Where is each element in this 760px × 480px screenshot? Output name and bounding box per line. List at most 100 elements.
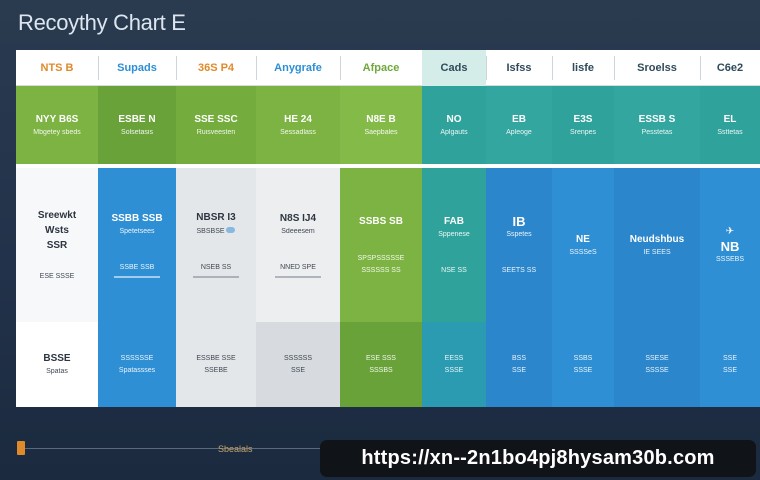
- cell-r3-c6-sub: SSSE: [444, 366, 464, 374]
- header-col-7-label: Isfss: [506, 62, 532, 74]
- cell-r3-c6[interactable]: EESS SSSE: [422, 322, 486, 407]
- cell-r1-c2-sub: Solsetasis: [121, 128, 153, 136]
- cell-r1-c9[interactable]: ESSB S Pesstetas: [614, 86, 700, 164]
- cell-r3-c3-title: ESSBE SSE: [196, 354, 236, 362]
- cell-r1-c4[interactable]: HE 24 Sessadlass: [256, 86, 340, 164]
- header-col-6-label: Cads: [440, 62, 468, 74]
- cell-r3-c8[interactable]: SSBS SSSE: [552, 322, 614, 407]
- cell-r1-c10-title: EL: [723, 113, 737, 125]
- cell-r1-c4-title: HE 24: [284, 113, 312, 125]
- cell-r3-c9[interactable]: SSESE SSSSE: [614, 322, 700, 407]
- header-col-3[interactable]: 36S P4: [176, 50, 256, 86]
- cell-r2-c3[interactable]: NBSR I3 SBSBSE NSEB SS: [176, 168, 256, 322]
- cell-r1-c3[interactable]: SSE SSC Ruisveesten: [176, 86, 256, 164]
- row-divider: [16, 164, 760, 168]
- cell-r2-c7-sub: Sspetes: [506, 230, 532, 238]
- plane-icon: ✈: [725, 226, 735, 237]
- cell-r2-c2-title: SSBB SSB: [111, 212, 163, 224]
- cell-r1-c10[interactable]: EL Ssttetas: [700, 86, 760, 164]
- cell-r1-c8-title: E3S: [573, 113, 593, 125]
- page-title: Recoythy Chart E: [18, 10, 186, 35]
- header-col-8[interactable]: lisfe: [552, 50, 614, 86]
- cell-r2-c5-title: SSBS SB: [359, 215, 403, 227]
- cell-r2-c4[interactable]: N8S IJ4 Sdeeesem NNED SPE: [256, 168, 340, 322]
- cell-r1-c7-title: EB: [512, 113, 526, 125]
- cell-r1-c6-title: NO: [446, 113, 462, 125]
- header-col-5[interactable]: Afpace: [340, 50, 422, 86]
- cell-r2-c5[interactable]: SSBS SB SPSPSSSSSE SSSSSS SS: [340, 168, 422, 322]
- cell-r2-c9[interactable]: Neudshbus IE SEES: [614, 168, 700, 322]
- header-col-4[interactable]: Anygrafe: [256, 50, 340, 86]
- cell-r2-c6-sub: Sppenese: [438, 230, 470, 238]
- cell-r1-c3-sub: Ruisveesten: [196, 128, 236, 136]
- cell-r2-c10-title: NB: [720, 239, 740, 254]
- cell-r3-c2[interactable]: SSSSSSE Spatassses: [98, 322, 176, 407]
- header-col-9-label: Sroelss: [637, 62, 677, 74]
- cell-r3-c8-title: SSBS: [573, 354, 593, 362]
- cell-r2-c1[interactable]: Sreewkt Wsts SSR ESE SSSE: [16, 168, 98, 322]
- cell-r1-c8[interactable]: E3S Srenpes: [552, 86, 614, 164]
- cell-r3-c2-sub: Spatassses: [118, 366, 156, 374]
- cell-r1-c5[interactable]: N8E B Saepbales: [340, 86, 422, 164]
- header-col-2[interactable]: Supads: [98, 50, 176, 86]
- cell-r1-c7-sub: Apleoge: [506, 128, 532, 136]
- cell-r2-c1-mid: Wsts: [45, 224, 69, 236]
- timeline-handle[interactable]: [17, 441, 25, 455]
- cell-r3-c1[interactable]: BSSE Spatas: [16, 322, 98, 407]
- cell-r1-c2[interactable]: ESBE N Solsetasis: [98, 86, 176, 164]
- cell-r3-c10-title: SSE: [722, 354, 737, 362]
- cell-r2-c4-low: NNED SPE: [280, 263, 316, 271]
- cell-r3-c10-sub: SSE: [722, 366, 737, 374]
- cell-r1-c5-sub: Saepbales: [364, 128, 398, 136]
- cell-r2-c8[interactable]: NE SSSSeS: [552, 168, 614, 322]
- header-col-2-label: Supads: [117, 62, 157, 74]
- cell-r1-c9-title: ESSB S: [638, 113, 676, 125]
- cell-r1-c3-title: SSE SSC: [194, 113, 238, 125]
- cell-r3-c7-title: BSS: [511, 354, 526, 362]
- cell-r2-c5-low: SSSSSS SS: [361, 266, 401, 274]
- cell-r1-c4-sub: Sessadlass: [280, 128, 316, 136]
- cell-r2-c2-sub: Spetetsees: [119, 227, 155, 235]
- cell-r2-c1-sub: ESE SSSE: [39, 272, 75, 280]
- cell-r2-c4-sub: Sdeeesem: [281, 227, 315, 235]
- cell-r2-c1-title: Sreewkt: [37, 209, 77, 221]
- cell-r1-c7[interactable]: EB Apleoge: [486, 86, 552, 164]
- header-col-7[interactable]: Isfss: [486, 50, 552, 86]
- cell-r3-c9-sub: SSSSE: [645, 366, 669, 374]
- cell-r2-c2-low: SSBE SSB: [119, 263, 155, 271]
- cell-r2-c7[interactable]: IB Sspetes SEETS SS: [486, 168, 552, 322]
- cell-r3-c5[interactable]: ESE SSS SSSBS: [340, 322, 422, 407]
- chart-board: NTS B Supads 36S P4 Anygrafe Afpace Cads…: [16, 50, 760, 407]
- header-col-5-label: Afpace: [362, 62, 400, 74]
- cell-r2-c6-low: NSE SS: [441, 266, 467, 274]
- cell-r2-c3-low: NSEB SS: [200, 264, 232, 271]
- cell-r1-c9-sub: Pesstetas: [641, 128, 673, 136]
- cell-r1-c2-title: ESBE N: [118, 113, 156, 125]
- cell-r2-c10[interactable]: ✈ NB SSSEBS: [700, 168, 760, 322]
- cell-r1-c1-sub: Mbgetey sbeds: [33, 128, 81, 136]
- cell-r3-c4-sub: SSE: [290, 366, 305, 374]
- cloud-icon: [226, 227, 236, 233]
- header-col-4-label: Anygrafe: [274, 62, 322, 74]
- cell-r1-c10-sub: Ssttetas: [717, 128, 743, 136]
- cell-r1-c1[interactable]: NYY B6S Mbgetey sbeds: [16, 86, 98, 164]
- header-col-6[interactable]: Cads: [422, 50, 486, 86]
- header-col-10[interactable]: C6e2: [700, 50, 760, 86]
- cell-r3-c10[interactable]: SSE SSE: [700, 322, 760, 407]
- header-col-9[interactable]: Sroelss: [614, 50, 700, 86]
- cell-r1-c6[interactable]: NO Aplgauts: [422, 86, 486, 164]
- header-col-1[interactable]: NTS B: [16, 50, 98, 86]
- cell-r2-c6-title: FAB: [444, 215, 464, 227]
- cell-r1-c6-sub: Aplgauts: [440, 128, 468, 136]
- cell-r2-c8-sub: SSSSeS: [569, 248, 597, 256]
- cell-r2-c2[interactable]: SSBB SSB Spetetsees SSBE SSB: [98, 168, 176, 322]
- cell-r3-c3[interactable]: ESSBE SSE SSEBE: [176, 322, 256, 407]
- cell-r3-c4[interactable]: SSSSSS SSE: [256, 322, 340, 407]
- cell-r3-c5-title: ESE SSS: [366, 354, 396, 362]
- timeline-track[interactable]: [20, 448, 320, 449]
- cell-r2-c6[interactable]: FAB Sppenese NSE SS: [422, 168, 486, 322]
- cell-r3-c7-sub: SSE: [511, 366, 526, 374]
- cell-r3-c7[interactable]: BSS SSE: [486, 322, 552, 407]
- cell-r3-c9-title: SSESE: [645, 354, 669, 362]
- cell-r3-c3-sub: SSEBE: [204, 366, 228, 374]
